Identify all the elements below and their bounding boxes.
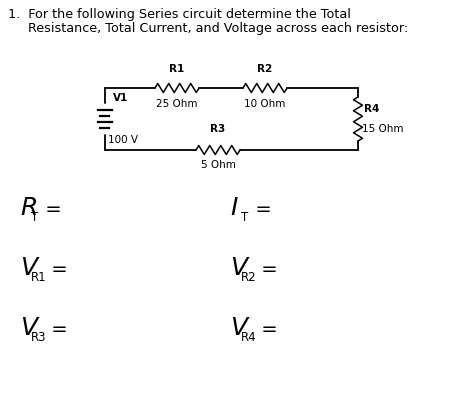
Text: 1.  For the following Series circuit determine the Total: 1. For the following Series circuit dete… [8,8,351,21]
Text: =: = [45,320,68,339]
Text: 15 Ohm: 15 Ohm [362,124,403,134]
Text: V: V [230,316,247,340]
Text: =: = [45,260,68,279]
Text: T: T [241,211,248,224]
Text: R4: R4 [364,104,379,114]
Text: R2: R2 [257,64,273,74]
Text: 25 Ohm: 25 Ohm [156,99,198,109]
Text: R1: R1 [169,64,185,74]
Text: 5 Ohm: 5 Ohm [201,160,236,170]
Text: I: I [230,196,237,220]
Text: =: = [255,320,278,339]
Text: V: V [20,316,37,340]
Text: =: = [255,260,278,279]
Text: R3: R3 [210,124,226,134]
Text: R4: R4 [241,331,256,344]
Text: Resistance, Total Current, and Voltage across each resistor:: Resistance, Total Current, and Voltage a… [8,22,408,35]
Text: R: R [20,196,37,220]
Text: R1: R1 [31,271,46,284]
Text: T: T [31,211,38,224]
Text: V: V [230,256,247,280]
Text: R3: R3 [31,331,46,344]
Text: V1: V1 [113,93,128,103]
Text: =: = [249,200,272,219]
Text: V: V [20,256,37,280]
Text: R2: R2 [241,271,256,284]
Text: 10 Ohm: 10 Ohm [244,99,286,109]
Text: =: = [39,200,62,219]
Text: 100 V: 100 V [108,135,138,145]
